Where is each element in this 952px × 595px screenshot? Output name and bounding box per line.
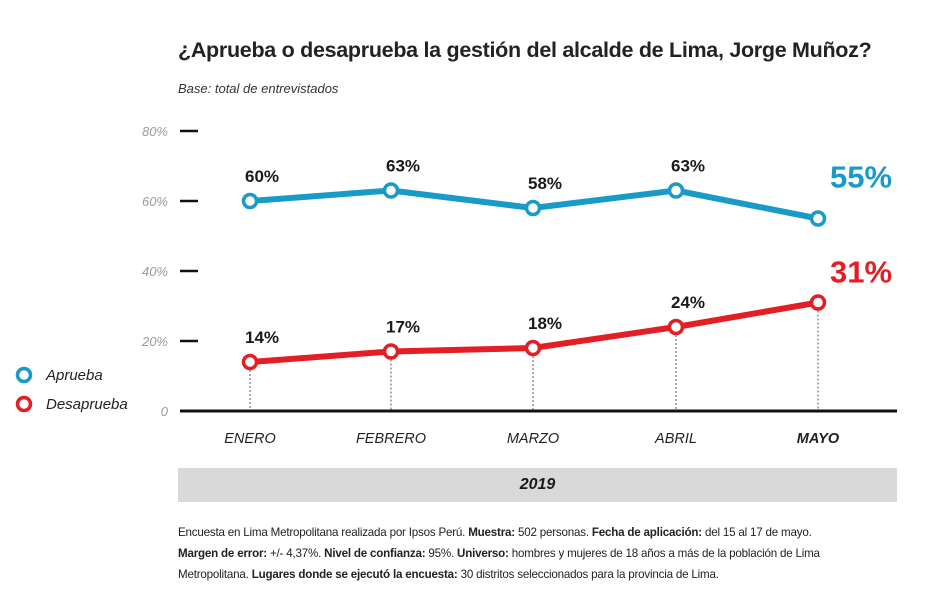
footnote-text: Metropolitana.: [178, 568, 252, 581]
footnote-key: Muestra:: [468, 526, 515, 539]
footnote-key: Lugares donde se ejecutó la encuesta:: [251, 568, 458, 581]
footnote-key: Fecha de aplicación:: [591, 526, 702, 539]
x-tick-label: MARZO: [507, 431, 559, 447]
data-point: [667, 182, 685, 199]
footnote-text: 95%.: [425, 547, 458, 560]
data-point: [241, 192, 259, 210]
y-tick-label: 20%: [141, 334, 168, 349]
data-point: [382, 182, 400, 199]
data-label: 63%: [671, 157, 705, 176]
legend-marker-desaprueba: [15, 395, 33, 413]
data-label: 63%: [386, 157, 420, 176]
data-point: [382, 343, 400, 360]
footnote-key: Universo:: [457, 547, 509, 560]
footnote-key: Margen de error:: [178, 547, 267, 560]
line-chart: 0 20% 40% 60% 80% ENERO FEBRERO MARZO ABRIL MAYO 6…: [15, 124, 897, 447]
data-point: [809, 210, 827, 227]
data-label: 60%: [245, 167, 279, 186]
legend-marker-aprueba: [15, 366, 33, 384]
x-tick-label: ENERO: [224, 431, 276, 447]
legend-label: Desaprueba: [46, 396, 128, 413]
data-label-latest: 31%: [830, 255, 892, 290]
data-label: 18%: [528, 314, 562, 333]
x-tick-label: MAYO: [797, 431, 840, 447]
data-point: [524, 199, 542, 217]
data-label: 24%: [671, 293, 705, 312]
footnote-text: +/- 4,37%.: [266, 547, 325, 560]
chart-title: ¿Aprueba o desaprueba la gestión del alc…: [178, 38, 872, 62]
footnote-text: Encuesta en Lima Metropolitana realizada…: [178, 526, 469, 539]
footnote-line: Metropolitana. Lugares donde se ejecutó …: [178, 564, 898, 585]
data-label: 58%: [528, 174, 562, 193]
footnote-line: Margen de error: +/- 4,37%. Nivel de con…: [178, 543, 898, 564]
data-point: [241, 353, 259, 371]
y-tick-label: 60%: [142, 194, 168, 209]
footnote-text: 502 personas.: [514, 526, 592, 539]
x-tick-label: FEBRERO: [356, 431, 426, 447]
data-point: [524, 339, 542, 357]
footnote-line: Encuesta en Lima Metropolitana realizada…: [178, 522, 898, 543]
data-point: [667, 318, 685, 336]
data-point: [809, 294, 827, 311]
data-label: 14%: [245, 328, 279, 347]
data-label: 17%: [386, 318, 420, 337]
footnote: Encuesta en Lima Metropolitana realizada…: [178, 522, 898, 585]
data-label-latest: 55%: [830, 160, 892, 195]
chart-subtitle: Base: total de entrevistados: [178, 81, 339, 96]
y-tick-label: 0: [161, 404, 169, 419]
footnote-text: 30 distritos seleccionados para la provi…: [457, 568, 719, 581]
x-tick-label: ABRIL: [654, 431, 697, 447]
y-tick-label: 80%: [142, 124, 168, 139]
footnote-text: hombres y mujeres de 18 años a más de la…: [508, 547, 820, 560]
legend-label: Aprueba: [45, 367, 103, 384]
y-tick-label: 40%: [142, 264, 168, 279]
year-band: 2019: [178, 468, 897, 502]
footnote-key: Nivel de confianza:: [324, 547, 426, 560]
footnote-text: del 15 al 17 de mayo.: [701, 526, 812, 539]
